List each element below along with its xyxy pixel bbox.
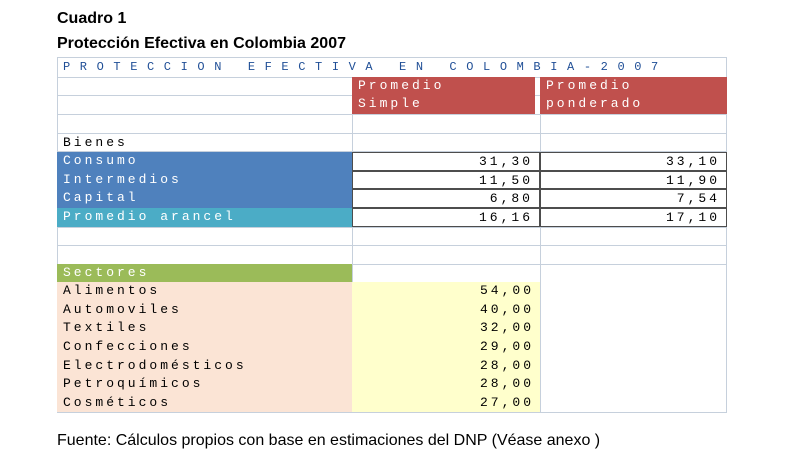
bienes-row-simple: 11,50 bbox=[352, 171, 540, 189]
sectores-row-label: Cosméticos bbox=[57, 394, 352, 412]
bienes-row-label: Intermedios bbox=[57, 171, 352, 189]
source-note: Fuente: Cálculos propios con base en est… bbox=[57, 432, 601, 449]
bienes-label: Bienes bbox=[63, 135, 128, 150]
bienes-row-label: Promedio arancel bbox=[57, 208, 352, 227]
table-caption-number: Cuadro 1 bbox=[57, 10, 127, 27]
table-caption-title: Protección Efectiva en Colombia 2007 bbox=[57, 35, 346, 52]
sectores-row-simple: 27,00 bbox=[352, 394, 540, 412]
sectores-row-label: Electrodomésticos bbox=[57, 357, 352, 375]
sectores-row-label: Petroquímicos bbox=[57, 375, 352, 394]
bienes-row-label: Capital bbox=[57, 189, 352, 208]
bienes-row-simple: 6,80 bbox=[352, 189, 540, 208]
bienes-row-ponderado: 33,10 bbox=[540, 152, 727, 171]
sectores-row-simple: 28,00 bbox=[352, 357, 540, 375]
header-simple-line1: Promedio bbox=[352, 77, 535, 95]
bienes-row-label: Consumo bbox=[57, 152, 352, 171]
sectores-row-simple: 54,00 bbox=[352, 282, 540, 301]
sectores-row-simple: 32,00 bbox=[352, 319, 540, 338]
table-title: PROTECCION EFECTIVA EN COLOMBIA-2007 bbox=[63, 60, 668, 74]
sectores-row-simple: 29,00 bbox=[352, 338, 540, 357]
sectores-row-simple: 28,00 bbox=[352, 375, 540, 394]
protection-table: PROTECCION EFECTIVA EN COLOMBIA-2007 Pro… bbox=[57, 57, 727, 413]
sectores-row-simple: 40,00 bbox=[352, 301, 540, 319]
bienes-row-ponderado: 11,90 bbox=[540, 171, 727, 189]
sectores-label: Sectores bbox=[57, 264, 352, 282]
bienes-row-simple: 31,30 bbox=[352, 152, 540, 171]
header-simple-line2: Simple bbox=[352, 95, 535, 114]
bienes-row-ponderado: 7,54 bbox=[540, 189, 727, 208]
sectores-row-label: Automoviles bbox=[57, 301, 352, 319]
bienes-row-ponderado: 17,10 bbox=[540, 208, 727, 227]
sectores-row-label: Confecciones bbox=[57, 338, 352, 357]
sectores-row-label: Alimentos bbox=[57, 282, 352, 301]
header-ponderado-line1: Promedio bbox=[540, 77, 727, 95]
header-ponderado-line2: ponderado bbox=[540, 95, 727, 114]
bienes-row-simple: 16,16 bbox=[352, 208, 540, 227]
sectores-row-label: Textiles bbox=[57, 319, 352, 338]
